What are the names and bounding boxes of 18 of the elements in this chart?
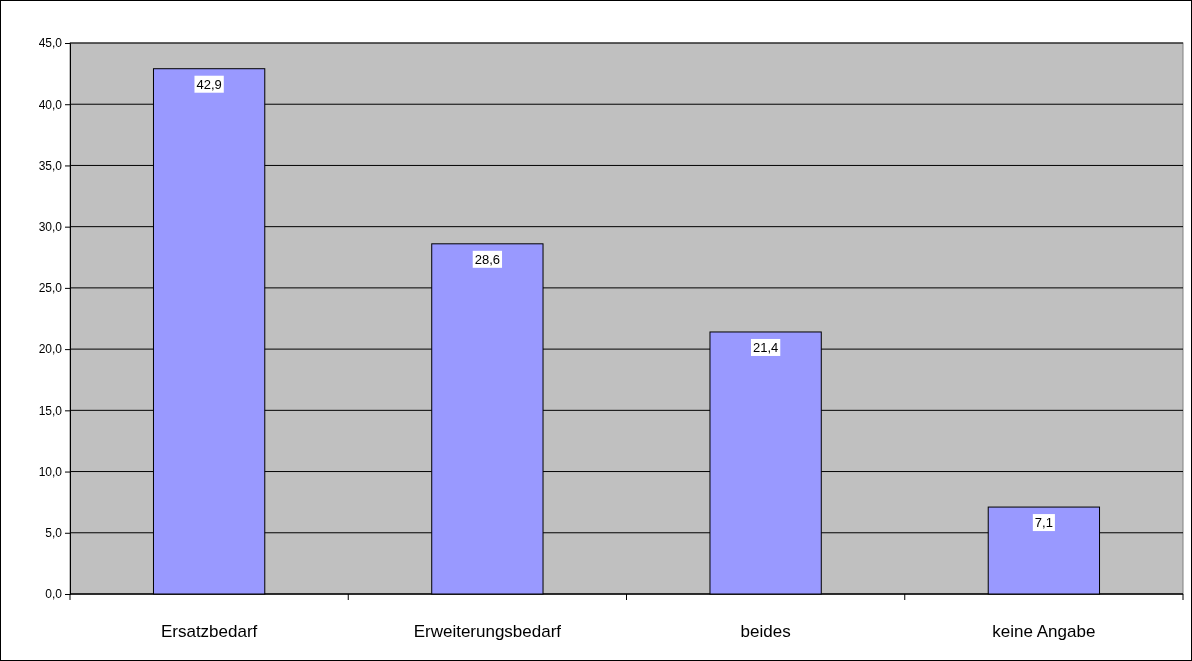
y-tick-label: 35,0 (38, 158, 63, 173)
y-tick-label: 45,0 (38, 36, 63, 51)
y-tick-label: 10,0 (38, 464, 63, 479)
y-tick-label: 25,0 (38, 281, 63, 296)
y-tick-label: 0,0 (45, 587, 63, 602)
x-tick-label: beides (740, 622, 791, 641)
x-tick-label: keine Angabe (992, 622, 1096, 641)
y-tick-label: 15,0 (38, 403, 63, 418)
data-label: 21,4 (752, 339, 779, 355)
y-tick-label: 30,0 (38, 220, 63, 235)
data-label: 28,6 (474, 251, 501, 267)
y-tick-label: 40,0 (38, 97, 63, 112)
data-label: 42,9 (196, 76, 222, 92)
data-label: 7,1 (1034, 515, 1053, 531)
x-tick-label: Ersatzbedarf (160, 622, 258, 641)
y-tick-label: 5,0 (45, 526, 63, 541)
y-tick-label: 20,0 (38, 342, 63, 357)
x-tick-label: Erweiterungsbedarf (413, 622, 562, 641)
